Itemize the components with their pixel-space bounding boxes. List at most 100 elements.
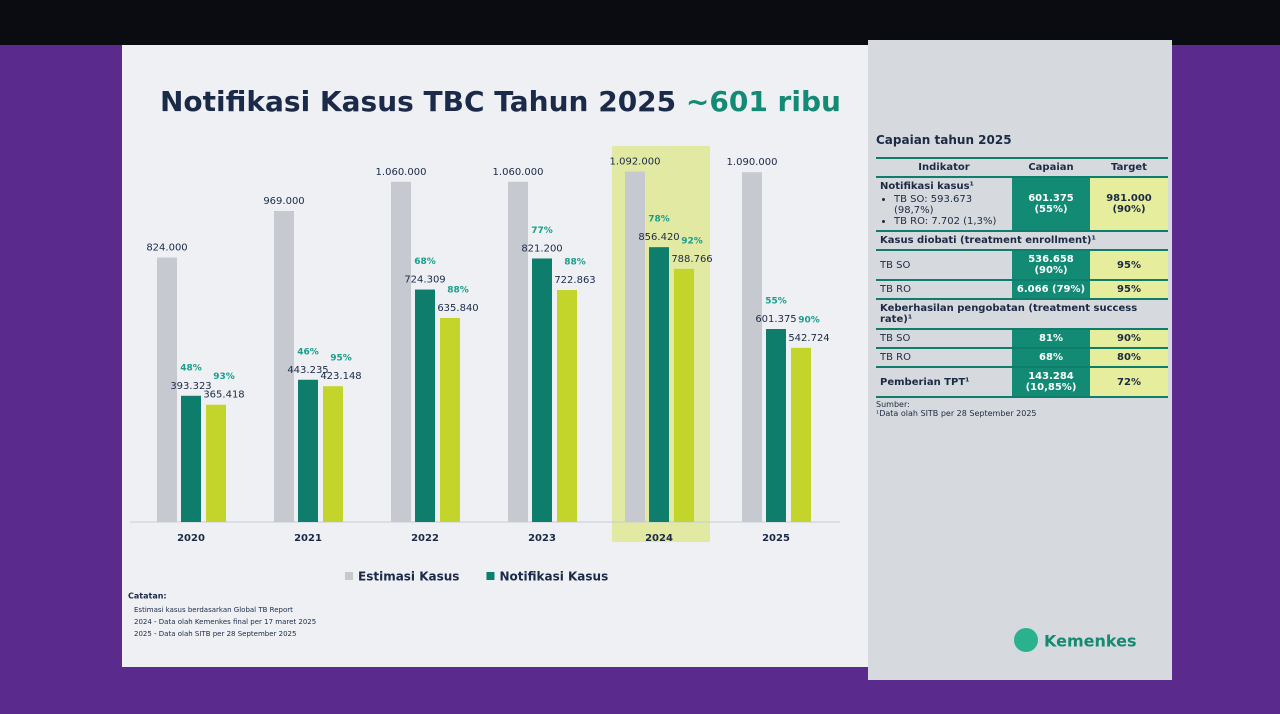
cell: 95% — [1090, 250, 1168, 281]
legend-label: Estimasi Kasus — [358, 570, 459, 584]
cell: 68% — [1012, 348, 1090, 368]
value-label: 635.840 — [437, 303, 478, 314]
legend-swatch — [345, 572, 353, 580]
top-edge — [0, 0, 1280, 45]
cell: 981.000 (90%) — [1090, 177, 1168, 232]
percent-label: 55% — [765, 297, 787, 307]
row: Notifikasi kasus¹ TB SO: 593.673 (98,7%)… — [876, 177, 1168, 232]
row: TB SO 536.658 (90%) 95% — [876, 250, 1168, 281]
cell: 81% — [1012, 329, 1090, 349]
cell: 6.066 (79%) — [1012, 280, 1090, 300]
item: TB RO: 7.702 (1,3%) — [894, 216, 1008, 227]
bar — [157, 257, 177, 522]
percent-label: 77% — [531, 226, 553, 236]
percent-label: 78% — [648, 215, 670, 225]
cell: Notifikasi kasus¹ TB SO: 593.673 (98,7%)… — [876, 177, 1012, 232]
row: TB RO 68% 80% — [876, 348, 1168, 368]
bar — [415, 289, 435, 522]
bar — [274, 211, 294, 522]
note: 2024 - Data olah Kemenkes final per 17 m… — [134, 618, 316, 626]
value-label: 856.420 — [638, 232, 679, 243]
percent-label: 88% — [564, 258, 586, 268]
bar — [674, 268, 694, 522]
x-tick-label: 2020 — [177, 533, 205, 544]
x-tick-label: 2025 — [762, 533, 790, 544]
x-tick-label: 2021 — [294, 533, 322, 544]
cell: TB RO — [876, 348, 1012, 368]
value-label: 724.309 — [404, 275, 445, 286]
x-tick-label: 2023 — [528, 533, 556, 544]
section-row: Keberhasilan pengobatan (treatment succe… — [876, 299, 1168, 330]
cell: 601.375 (55%) — [1012, 177, 1090, 232]
bar — [625, 171, 645, 523]
bar — [649, 247, 669, 522]
value-label: 1.092.000 — [610, 157, 661, 168]
bar — [298, 379, 318, 522]
note: Estimasi kasus berdasarkan Global TB Rep… — [134, 606, 293, 614]
achievement-table: Indikator Capaian Target Notifikasi kasu… — [876, 157, 1168, 398]
value-label: 423.148 — [320, 371, 361, 382]
x-tick-label: 2024 — [645, 533, 673, 544]
item: TB SO: 593.673 (98,7%) — [894, 194, 1008, 216]
legend-swatch — [486, 572, 495, 580]
cell: 80% — [1090, 348, 1168, 368]
value-label: 542.724 — [788, 333, 829, 344]
percent-label: 88% — [447, 285, 469, 295]
source-label: Sumber: — [876, 400, 910, 409]
header-cell: Target — [1090, 157, 1168, 178]
x-tick-label: 2022 — [411, 533, 439, 544]
bar — [508, 181, 528, 522]
note: 2025 - Data olah SITB per 28 September 2… — [134, 630, 296, 638]
logo: Kemenkes — [1014, 628, 1136, 652]
bar — [206, 404, 226, 522]
cell: TB RO — [876, 280, 1012, 300]
header-row: Indikator Capaian Target — [876, 157, 1168, 178]
value-label: 824.000 — [146, 243, 187, 254]
cell: 536.658 (90%) — [1012, 250, 1090, 281]
value-label: 821.200 — [521, 243, 562, 254]
bar — [181, 395, 201, 522]
notes-title: Catatan: — [128, 592, 167, 601]
value-label: 393.323 — [170, 381, 211, 392]
cell: 90% — [1090, 329, 1168, 349]
source-text: ¹Data olah SITB per 28 September 2025 — [876, 409, 1037, 418]
row: TB SO 81% 90% — [876, 329, 1168, 349]
percent-label: 90% — [798, 315, 820, 325]
percent-label: 46% — [297, 347, 319, 357]
logo-icon — [1014, 628, 1038, 652]
percent-label: 48% — [180, 363, 202, 373]
header-cell: Capaian — [1012, 157, 1090, 178]
row: TB RO 6.066 (79%) 95% — [876, 280, 1168, 300]
row: Pemberian TPT¹ 143.284 (10,85%) 72% — [876, 367, 1168, 398]
bar — [323, 386, 343, 522]
cell: 95% — [1090, 280, 1168, 300]
cell: Kasus diobati (treatment enrollment)¹ — [876, 231, 1168, 251]
achievement-panel: Capaian tahun 2025 Indikator Capaian Tar… — [876, 133, 1168, 418]
section-row: Kasus diobati (treatment enrollment)¹ — [876, 231, 1168, 251]
percent-label: 95% — [330, 354, 352, 364]
cell: Keberhasilan pengobatan (treatment succe… — [876, 299, 1168, 330]
percent-label: 68% — [414, 257, 436, 267]
value-label: 722.863 — [554, 275, 595, 286]
cell: 143.284 (10,85%) — [1012, 367, 1090, 398]
cell: TB SO — [876, 250, 1012, 281]
bar — [391, 181, 411, 522]
label: Notifikasi kasus¹ — [880, 181, 974, 192]
legend-label: Notifikasi Kasus — [499, 570, 608, 584]
percent-label: 92% — [681, 236, 703, 246]
value-label: 1.060.000 — [493, 167, 544, 178]
cell: TB SO — [876, 329, 1012, 349]
bar — [766, 329, 786, 522]
cell: 72% — [1090, 367, 1168, 398]
bar — [440, 317, 460, 522]
header-cell: Indikator — [876, 157, 1012, 178]
panel-title: Capaian tahun 2025 — [876, 133, 1012, 147]
value-label: 443.235 — [287, 365, 328, 376]
bar — [791, 347, 811, 522]
value-label: 1.090.000 — [727, 157, 778, 168]
logo-text: Kemenkes — [1044, 632, 1136, 651]
bar — [742, 172, 762, 522]
value-label: 969.000 — [263, 196, 304, 207]
bar — [557, 290, 577, 522]
